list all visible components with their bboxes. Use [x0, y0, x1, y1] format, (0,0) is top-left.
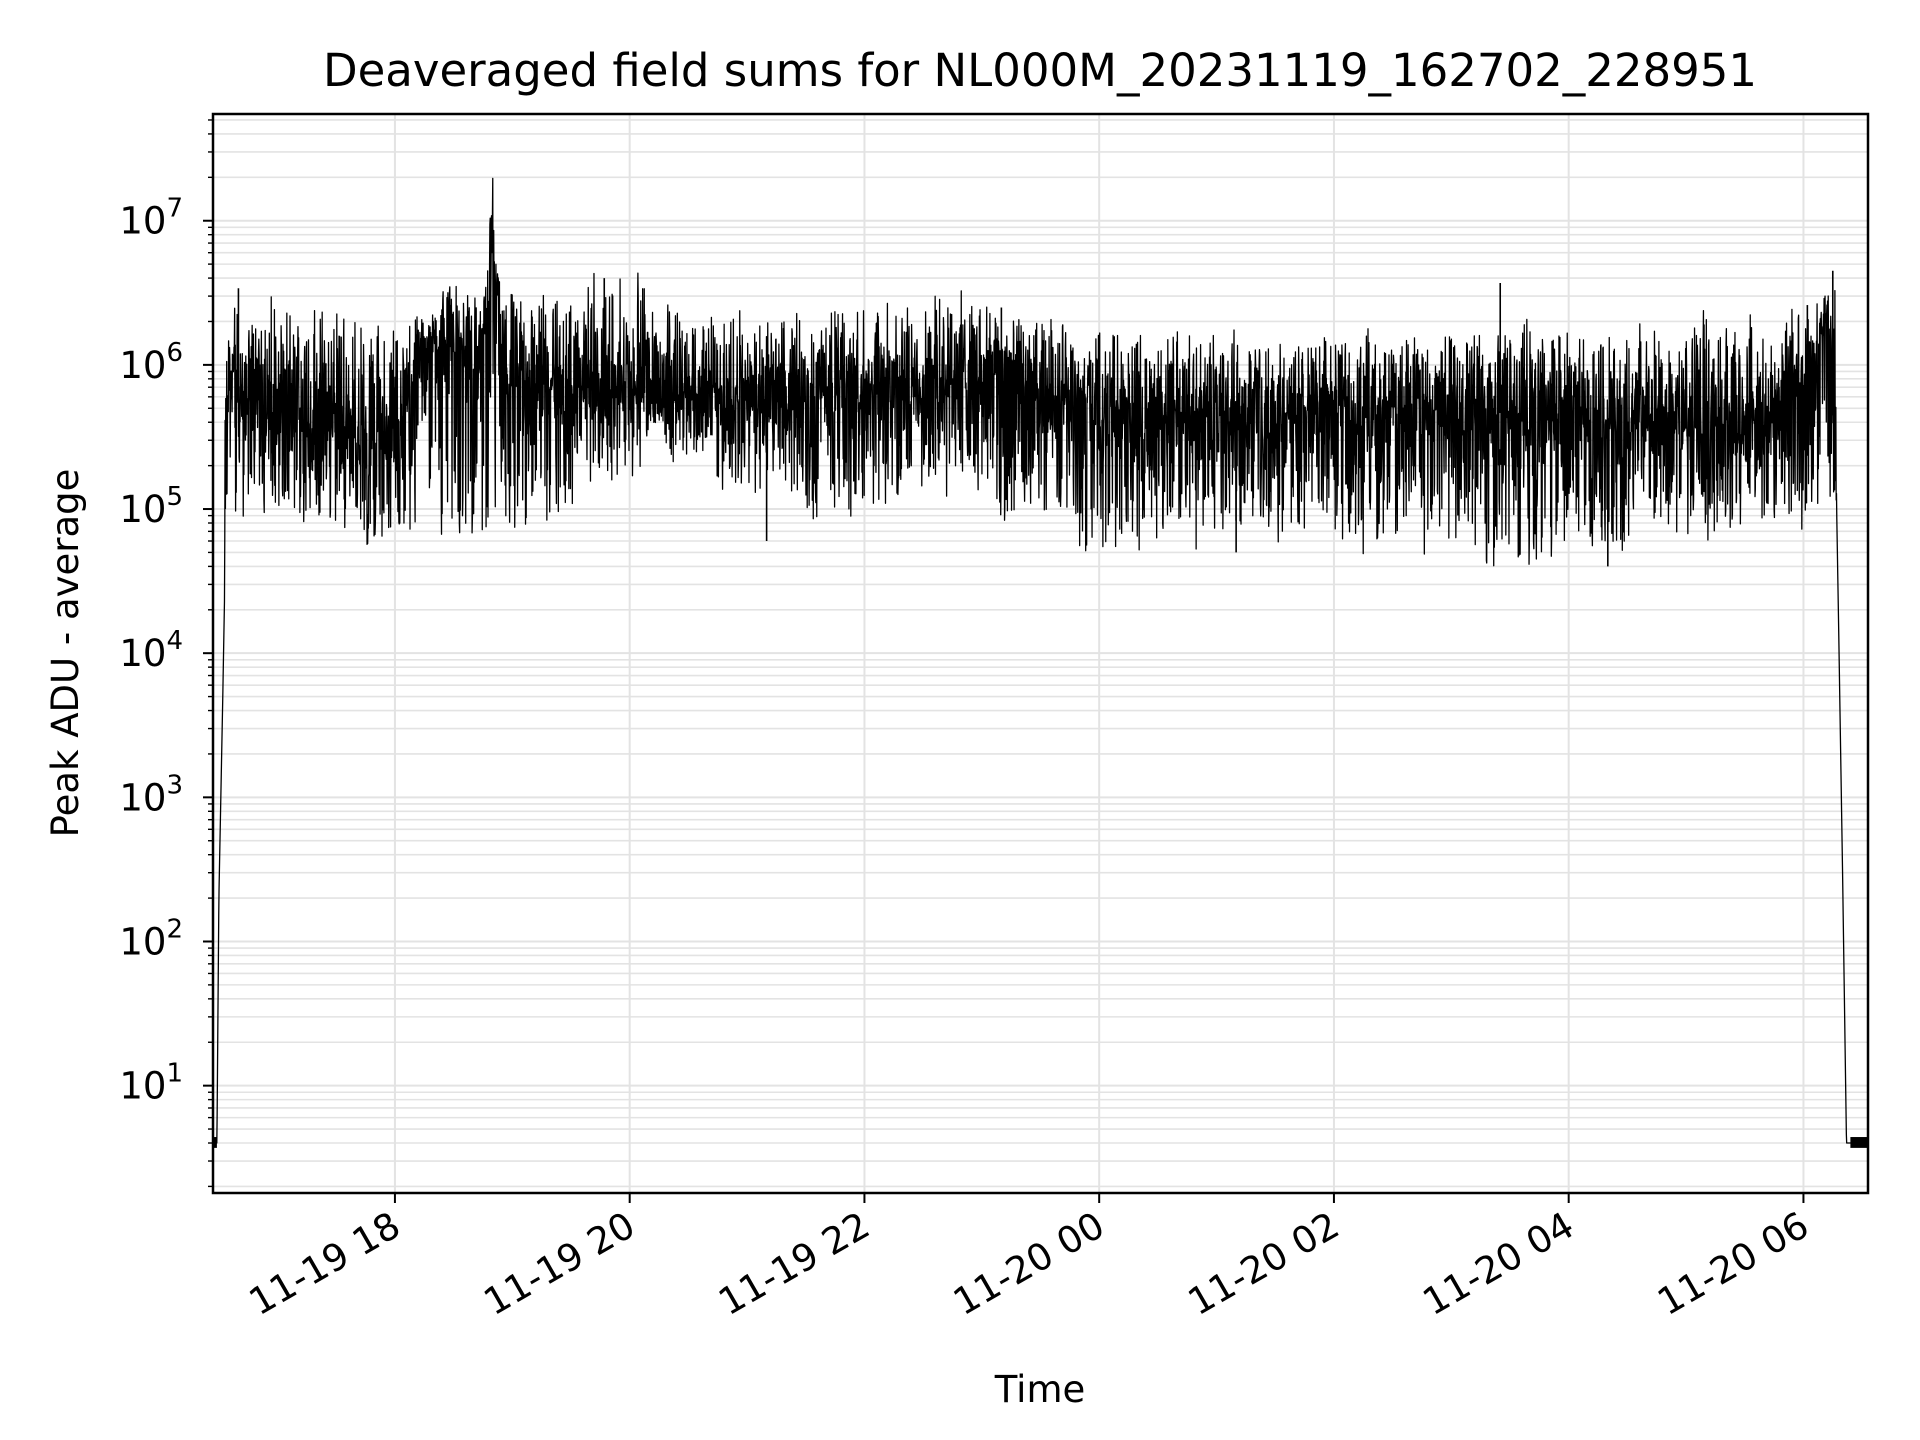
- baseline-segment: [213, 1137, 217, 1148]
- y-tick-base: 10: [119, 920, 166, 963]
- y-tick-exponent: 5: [166, 482, 183, 512]
- y-tick-label: 104: [119, 626, 183, 675]
- chart-title: Deaveraged field sums for NL000M_2023111…: [323, 44, 1757, 97]
- y-tick-base: 10: [119, 344, 166, 387]
- y-tick-label: 107: [119, 194, 183, 243]
- y-tick-label: 106: [119, 338, 183, 387]
- x-axis-label: Time: [994, 1368, 1086, 1411]
- data-layer: [213, 177, 1868, 1148]
- y-tick-base: 10: [119, 1065, 166, 1108]
- y-tick-label: 105: [119, 482, 183, 531]
- y-tick-label: 101: [119, 1059, 183, 1108]
- y-tick-exponent: 7: [166, 194, 183, 224]
- series-line: [213, 177, 1868, 1144]
- y-tick-exponent: 4: [166, 626, 183, 656]
- y-tick-base: 10: [119, 488, 166, 531]
- y-axis-label: Peak ADU - average: [44, 469, 87, 838]
- y-tick-label: 103: [119, 770, 183, 819]
- y-tick-base: 10: [119, 200, 166, 243]
- y-tick-base: 10: [119, 776, 166, 819]
- y-tick-exponent: 6: [166, 338, 183, 368]
- baseline-segment: [1850, 1137, 1868, 1148]
- y-tick-label: 102: [119, 914, 183, 963]
- y-tick-exponent: 2: [166, 914, 183, 944]
- y-tick-exponent: 1: [166, 1059, 183, 1089]
- y-tick-exponent: 3: [166, 770, 183, 800]
- y-tick-base: 10: [119, 632, 166, 675]
- grid: [213, 114, 1868, 1193]
